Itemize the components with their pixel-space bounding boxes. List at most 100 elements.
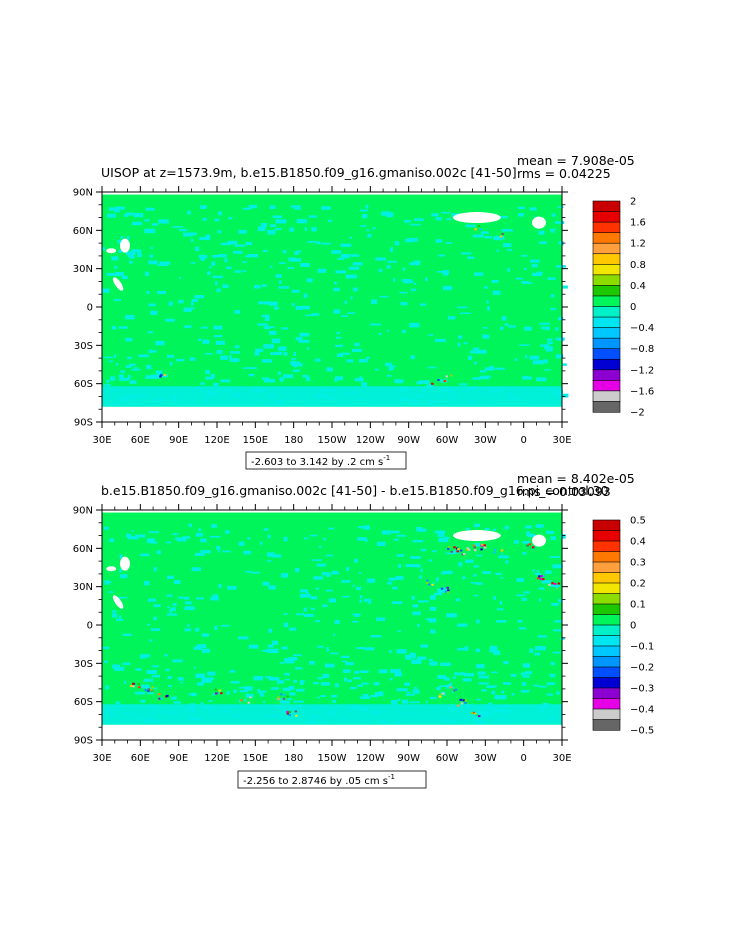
colorbar-swatch — [592, 327, 621, 339]
panel-1-x-ticks: 30E 60E 90E 120E 150E 180 150W 120W 90W 60W 30W 0 30… — [92, 186, 572, 446]
colorbar-label: −0.1 — [630, 642, 654, 653]
colorbar-swatch — [592, 582, 621, 595]
colorbar-swatch — [592, 200, 621, 213]
x-tick-label: 150E — [243, 435, 268, 446]
panel-2-range-label: -2.256 to 2.8746 by .05 cm s-1 — [243, 773, 395, 787]
y-tick-label: 30N — [73, 582, 93, 593]
colorbar-swatch — [592, 519, 621, 532]
colorbar-label: −1.2 — [630, 365, 654, 376]
x-tick-label: 180 — [284, 753, 303, 764]
colorbar-swatch — [592, 645, 621, 658]
colorbar-swatch — [592, 380, 621, 392]
y-tick-label: 90N — [73, 188, 93, 199]
colorbar-swatch — [592, 348, 621, 360]
y-tick-label: 90S — [74, 736, 93, 747]
colorbar-swatch — [592, 656, 621, 668]
x-tick-label: 60E — [131, 753, 150, 764]
colorbar-label: 0.2 — [630, 579, 646, 590]
colorbar-label: 0 — [630, 621, 636, 632]
colorbar-swatch — [592, 603, 621, 616]
land-mask — [106, 530, 546, 609]
southern-ocean-band — [102, 386, 562, 407]
x-tick-label: 0 — [520, 753, 526, 764]
colorbar-label: 0.1 — [630, 600, 646, 611]
panel-1-title: UISOP at z=1573.9m, b.e15.B1850.f09_g16.… — [101, 165, 517, 180]
y-tick-label: 30N — [73, 264, 93, 275]
panel-2-range-box — [237, 770, 427, 789]
panel-1-range-label: -2.603 to 3.142 by .2 cm s-1 — [251, 454, 390, 468]
southern-ocean-band — [102, 704, 562, 725]
x-tick-label: 90W — [397, 435, 420, 446]
y-tick-label: 60S — [74, 697, 93, 708]
panel-2-mean: mean = 8.402e-05 — [517, 471, 635, 486]
y-tick-label: 0 — [87, 621, 93, 632]
colorbar-label: −0.3 — [630, 684, 654, 695]
panel-1-colorbar: 2 1.6 1.2 0.8 0.4 0 −0.4 −0.8 −1.2 −1.6 −2 — [592, 197, 654, 419]
colorbar-label: 0.5 — [630, 516, 646, 527]
colorbar-swatch — [592, 358, 621, 371]
colorbar-label: 0.3 — [630, 558, 646, 569]
colorbar-swatch — [592, 232, 621, 244]
colorbar-swatch — [592, 390, 621, 403]
x-tick-label: 30W — [474, 753, 497, 764]
x-tick-label: 90E — [169, 435, 188, 446]
x-tick-label: 120W — [356, 435, 385, 446]
colorbar-swatch — [592, 572, 621, 584]
colorbar-swatch — [592, 274, 621, 287]
colorbar-label: −2 — [630, 408, 645, 419]
x-tick-label: 30E — [92, 435, 111, 446]
colorbar-label: 1.2 — [630, 239, 646, 250]
colorbar-swatch — [592, 719, 621, 731]
colorbar-swatch — [592, 561, 621, 574]
panel-2-colorbar: 0.5 0.4 0.3 0.2 0.1 0 −0.1 −0.2 −0.3 −0.4 −0.5 — [592, 516, 654, 737]
colorbar-swatch — [592, 306, 621, 318]
colorbar-label: −0.8 — [630, 344, 654, 355]
y-tick-label: 90N — [73, 506, 93, 517]
y-tick-label: 60S — [74, 379, 93, 390]
panel-2-title: b.e15.B1850.f09_g16.gmaniso.002c [41-50]… — [101, 483, 609, 498]
y-tick-label: 60N — [73, 544, 93, 555]
colorbar-label: −0.4 — [630, 323, 654, 334]
x-tick-label: 30E — [552, 435, 571, 446]
panel-1-range-box — [245, 451, 407, 470]
colorbar-swatch — [592, 593, 621, 605]
colorbar-swatch — [592, 253, 621, 265]
panel-2-y-ticks: 90N 60N 30N 0 30S 60S 90S — [73, 506, 568, 747]
x-tick-label: 30E — [552, 753, 571, 764]
ocean-field — [102, 194, 562, 407]
panel-1-mean: mean = 7.908e-05 — [517, 153, 635, 168]
x-tick-label: 30E — [92, 753, 111, 764]
panel-2-rms: rms = 0.03093 — [517, 484, 611, 499]
colorbar-label: −0.2 — [630, 663, 654, 674]
panel-1-y-ticks: 90N 60N 30N 0 30S 60S 90S — [73, 188, 568, 429]
panel-1-map — [102, 194, 569, 407]
colorbar-label: 0.8 — [630, 260, 646, 271]
panel-2-map — [102, 512, 566, 725]
colorbar-swatch — [592, 677, 621, 689]
x-tick-label: 0 — [520, 435, 526, 446]
colorbar-label: 0 — [630, 302, 636, 313]
x-tick-label: 90E — [169, 753, 188, 764]
colorbar-swatch — [592, 295, 621, 308]
panel-2: b.e15.B1850.f09_g16.gmaniso.002c [41-50]… — [73, 471, 654, 789]
y-tick-label: 0 — [87, 303, 93, 314]
x-tick-label: 150W — [318, 753, 347, 764]
x-tick-label: 90W — [397, 753, 420, 764]
y-tick-label: 90S — [74, 418, 93, 429]
y-tick-label: 60N — [73, 226, 93, 237]
y-tick-label: 30S — [74, 659, 93, 670]
colorbar-swatch — [592, 285, 621, 297]
x-tick-label: 150W — [318, 435, 347, 446]
x-tick-label: 120E — [204, 753, 229, 764]
colorbar-swatch — [592, 221, 621, 234]
colorbar-swatch — [592, 698, 621, 710]
colorbar-swatch — [592, 687, 621, 700]
x-tick-label: 60E — [131, 435, 150, 446]
colorbar-swatch — [592, 614, 621, 626]
colorbar-swatch — [592, 624, 621, 637]
panel-2-x-ticks: 30E 60E 90E 120E 150E 180 150W 120W 90W 60W 30W 0 30… — [92, 504, 572, 764]
x-tick-label: 60W — [436, 753, 459, 764]
colorbar-swatch — [592, 708, 621, 721]
x-tick-label: 150E — [243, 753, 268, 764]
